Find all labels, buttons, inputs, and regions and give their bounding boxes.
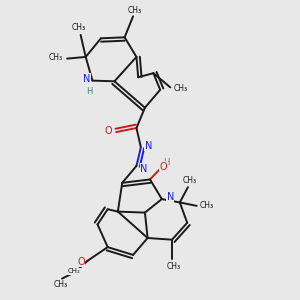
Text: O: O	[160, 162, 167, 172]
Text: H: H	[163, 158, 169, 167]
Text: CH₃: CH₃	[53, 280, 68, 289]
Text: N: N	[83, 74, 90, 84]
Text: CH₂: CH₂	[68, 268, 80, 274]
Text: CH₃: CH₃	[49, 53, 63, 62]
Text: CH₃: CH₃	[72, 23, 86, 32]
Text: H: H	[86, 87, 92, 96]
Text: N: N	[167, 192, 174, 203]
Text: O: O	[77, 257, 85, 267]
Text: CH₃: CH₃	[182, 176, 197, 185]
Text: N: N	[140, 164, 148, 174]
Text: CH₃: CH₃	[128, 6, 142, 15]
Text: O: O	[105, 126, 112, 136]
Text: CH₃: CH₃	[167, 262, 181, 271]
Text: N: N	[145, 141, 152, 151]
Text: CH₃: CH₃	[200, 201, 214, 210]
Text: CH₃: CH₃	[173, 84, 188, 93]
